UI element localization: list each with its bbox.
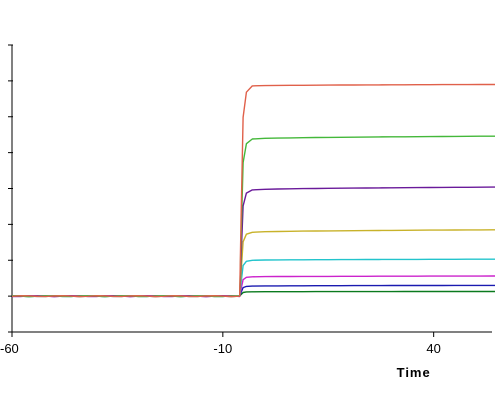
- chart-axes: [11, 45, 492, 333]
- x-tick-label: 40: [426, 341, 440, 356]
- x-tick-label: -10: [213, 341, 232, 356]
- series-line: [12, 275, 495, 298]
- series-line: [11, 83, 495, 298]
- x-ticks: -60-104090: [0, 332, 441, 356]
- series-line: [11, 135, 495, 298]
- y-ticks: [8, 44, 13, 333]
- x-axis-title: Time: [397, 365, 431, 380]
- series-group: [11, 83, 495, 298]
- x-tick-label: -60: [0, 341, 19, 356]
- series-line: [11, 284, 495, 298]
